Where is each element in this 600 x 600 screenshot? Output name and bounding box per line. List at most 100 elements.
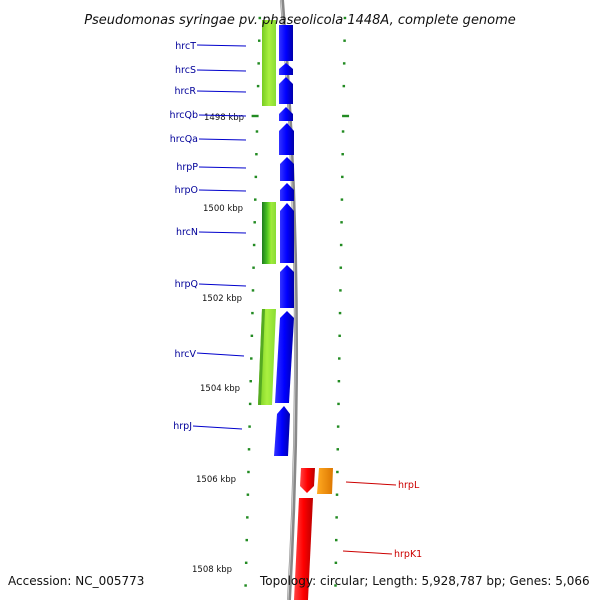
minor-tick	[334, 584, 337, 587]
minor-tick	[255, 153, 258, 156]
minor-tick	[250, 357, 253, 360]
minor-tick	[256, 84, 260, 88]
minor-tick	[257, 39, 261, 42]
minor-tick	[336, 470, 339, 474]
minor-tick	[245, 538, 248, 542]
leader-line	[198, 166, 247, 169]
gene-label-hrpP: hrpP	[176, 162, 198, 173]
minor-tick	[335, 493, 339, 496]
minor-tick	[251, 289, 255, 292]
gene-label-hrcQa: hrcQa	[170, 134, 198, 145]
leader-line	[198, 283, 247, 287]
minor-tick	[257, 62, 260, 65]
feature-bar	[262, 202, 271, 264]
minor-tick	[250, 334, 254, 337]
kbp-label: 1502 kbp	[202, 294, 242, 304]
gene-labels-left: hrcT hrcS hrcR hrcQb hrcQa hrpP hrpO hrc…	[170, 41, 247, 432]
minor-tick	[339, 289, 342, 292]
minor-tick	[343, 16, 347, 20]
gene-label-hrpJ: hrpJ	[173, 421, 192, 432]
kbp-label: 1504 kbp	[200, 384, 240, 394]
minor-tick	[343, 39, 346, 42]
reverse-gene-track	[294, 468, 333, 600]
kbp-label: 1498 kbp	[204, 113, 244, 123]
forward-gene-track	[274, 25, 294, 456]
gene-arrow-hrcV	[275, 311, 294, 403]
minor-tick	[338, 334, 341, 337]
leader-line	[198, 231, 247, 234]
feature-bar	[262, 20, 276, 106]
accession-text: Accession: NC_005773	[8, 574, 145, 588]
major-tick	[342, 114, 350, 118]
minor-tick	[341, 175, 344, 179]
gene-labels-right: hrpL hrpK1	[342, 480, 422, 560]
green-feature-track	[258, 20, 276, 405]
gene-label-hrcQb: hrcQb	[170, 110, 198, 121]
leader-line	[196, 90, 247, 93]
minor-tick	[253, 221, 256, 224]
gene-label-hrcN: hrcN	[176, 227, 198, 238]
minor-tick	[334, 538, 338, 542]
leader-line	[196, 69, 247, 72]
gene-label-hrpO: hrpO	[175, 185, 198, 196]
minor-tick	[338, 357, 341, 360]
gene-label-hrcR: hrcR	[174, 86, 196, 97]
gene-label-hrcV: hrcV	[175, 349, 197, 360]
minor-tick	[339, 243, 343, 247]
feature-bar	[258, 309, 265, 405]
leader-line	[345, 481, 397, 486]
minor-tick	[246, 516, 249, 519]
minor-tick	[340, 198, 344, 201]
major-tick	[251, 114, 259, 118]
gene-label-hrcS: hrcS	[175, 65, 196, 76]
minor-tick	[341, 130, 345, 133]
gene-arrow-hrcQb	[279, 107, 293, 121]
minor-tick	[339, 266, 343, 269]
leader-line	[198, 138, 247, 141]
gene-arrow-hrcR	[279, 77, 293, 104]
gene-label-hrcT: hrcT	[175, 41, 196, 52]
minor-tick	[247, 470, 250, 474]
minor-tick	[337, 402, 340, 406]
minor-tick	[252, 266, 255, 269]
gene-arrow-hrpJ	[274, 406, 290, 456]
minor-tick	[247, 448, 251, 451]
leader-line	[342, 550, 393, 555]
gene-arrow-hrcQa	[279, 123, 294, 155]
gene-arrow-hrpL	[300, 468, 315, 493]
gene-label-hrpQ: hrpQ	[175, 279, 198, 290]
gene-label-hrpK1: hrpK1	[394, 549, 422, 560]
gene-arrow-hrpO	[280, 183, 294, 201]
minor-tick	[244, 584, 247, 587]
kbp-scale: 1498 kbp 1500 kbp 1502 kbp 1504 kbp 1506…	[192, 113, 244, 575]
minor-tick	[340, 221, 343, 224]
gene-label-hrpL: hrpL	[398, 480, 420, 491]
minor-tick	[248, 402, 252, 406]
minor-tick	[336, 448, 340, 451]
minor-tick	[252, 243, 256, 247]
minor-tick	[335, 516, 338, 519]
minor-tick	[244, 561, 248, 564]
tick-marks	[244, 16, 350, 587]
minor-tick	[334, 561, 338, 564]
minor-tick	[246, 493, 250, 496]
leader-line	[196, 352, 245, 357]
gene-arrow-hrpK1	[294, 498, 313, 600]
gene-arrow-hrpP	[280, 157, 294, 181]
gene-arrow-hrcS	[279, 63, 293, 75]
minor-tick	[249, 380, 252, 383]
leader-line	[192, 425, 243, 430]
map-title: Pseudomonas syringae pv. phaseolicola 14…	[84, 13, 516, 28]
gene-arrow-hrpQ	[280, 265, 294, 308]
leader-line	[196, 44, 247, 47]
kbp-label: 1506 kbp	[196, 475, 236, 485]
gene-arrow-hrcN	[280, 203, 294, 263]
minor-tick	[258, 16, 262, 20]
minor-tick	[251, 311, 254, 315]
minor-tick	[255, 130, 259, 133]
minor-tick	[248, 425, 251, 428]
minor-tick	[254, 198, 257, 201]
kbp-label: 1500 kbp	[203, 204, 243, 214]
